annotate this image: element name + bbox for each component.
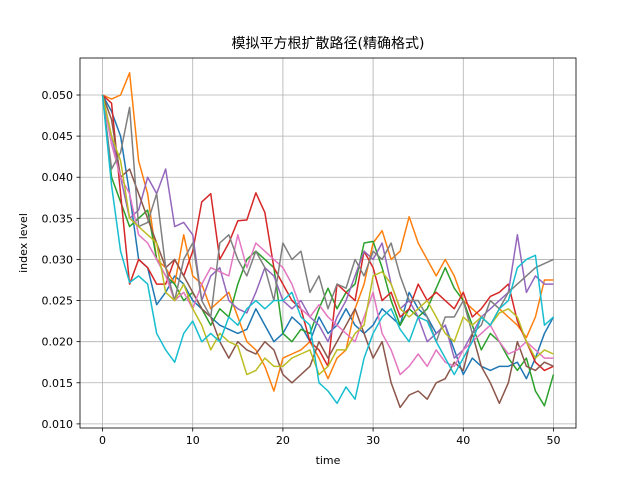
plot-area: 0 10 20 30 40 50 0.010 0.015 0.020 0.025 0.030 0.03… <box>42 57 577 447</box>
x-tick-label: 0 <box>99 434 106 447</box>
x-axis-label: time <box>316 454 341 467</box>
series-line-6 <box>101 94 554 409</box>
y-tick-label: 0.030 <box>42 253 74 266</box>
y-axis-label: index level <box>17 213 30 273</box>
y-tick-label: 0.020 <box>42 336 74 349</box>
x-tick-label: 10 <box>186 434 200 447</box>
series-line-2 <box>102 72 554 392</box>
y-tick-label: 0.010 <box>42 418 74 431</box>
y-tick-label: 0.040 <box>42 171 74 184</box>
x-tick-label: 40 <box>456 434 470 447</box>
y-tick-label: 0.015 <box>42 377 74 390</box>
chart-title: 模拟平方根扩散路径(精确格式) <box>232 36 425 52</box>
series-line-7 <box>101 94 554 376</box>
y-tick-label: 0.025 <box>42 295 74 308</box>
x-tick-label: 50 <box>546 434 560 447</box>
series-line-1 <box>101 94 555 380</box>
x-tick-label: 20 <box>276 434 290 447</box>
series-line-10 <box>101 94 554 405</box>
y-tick-label: 0.050 <box>42 89 74 102</box>
series-line-9 <box>101 94 554 376</box>
axes-frame <box>79 57 577 429</box>
y-tick-label: 0.045 <box>42 130 74 143</box>
y-tick-label: 0.035 <box>42 212 74 225</box>
x-tick-label: 30 <box>366 434 380 447</box>
series-line-5 <box>101 94 554 359</box>
series-line-8 <box>101 94 554 343</box>
